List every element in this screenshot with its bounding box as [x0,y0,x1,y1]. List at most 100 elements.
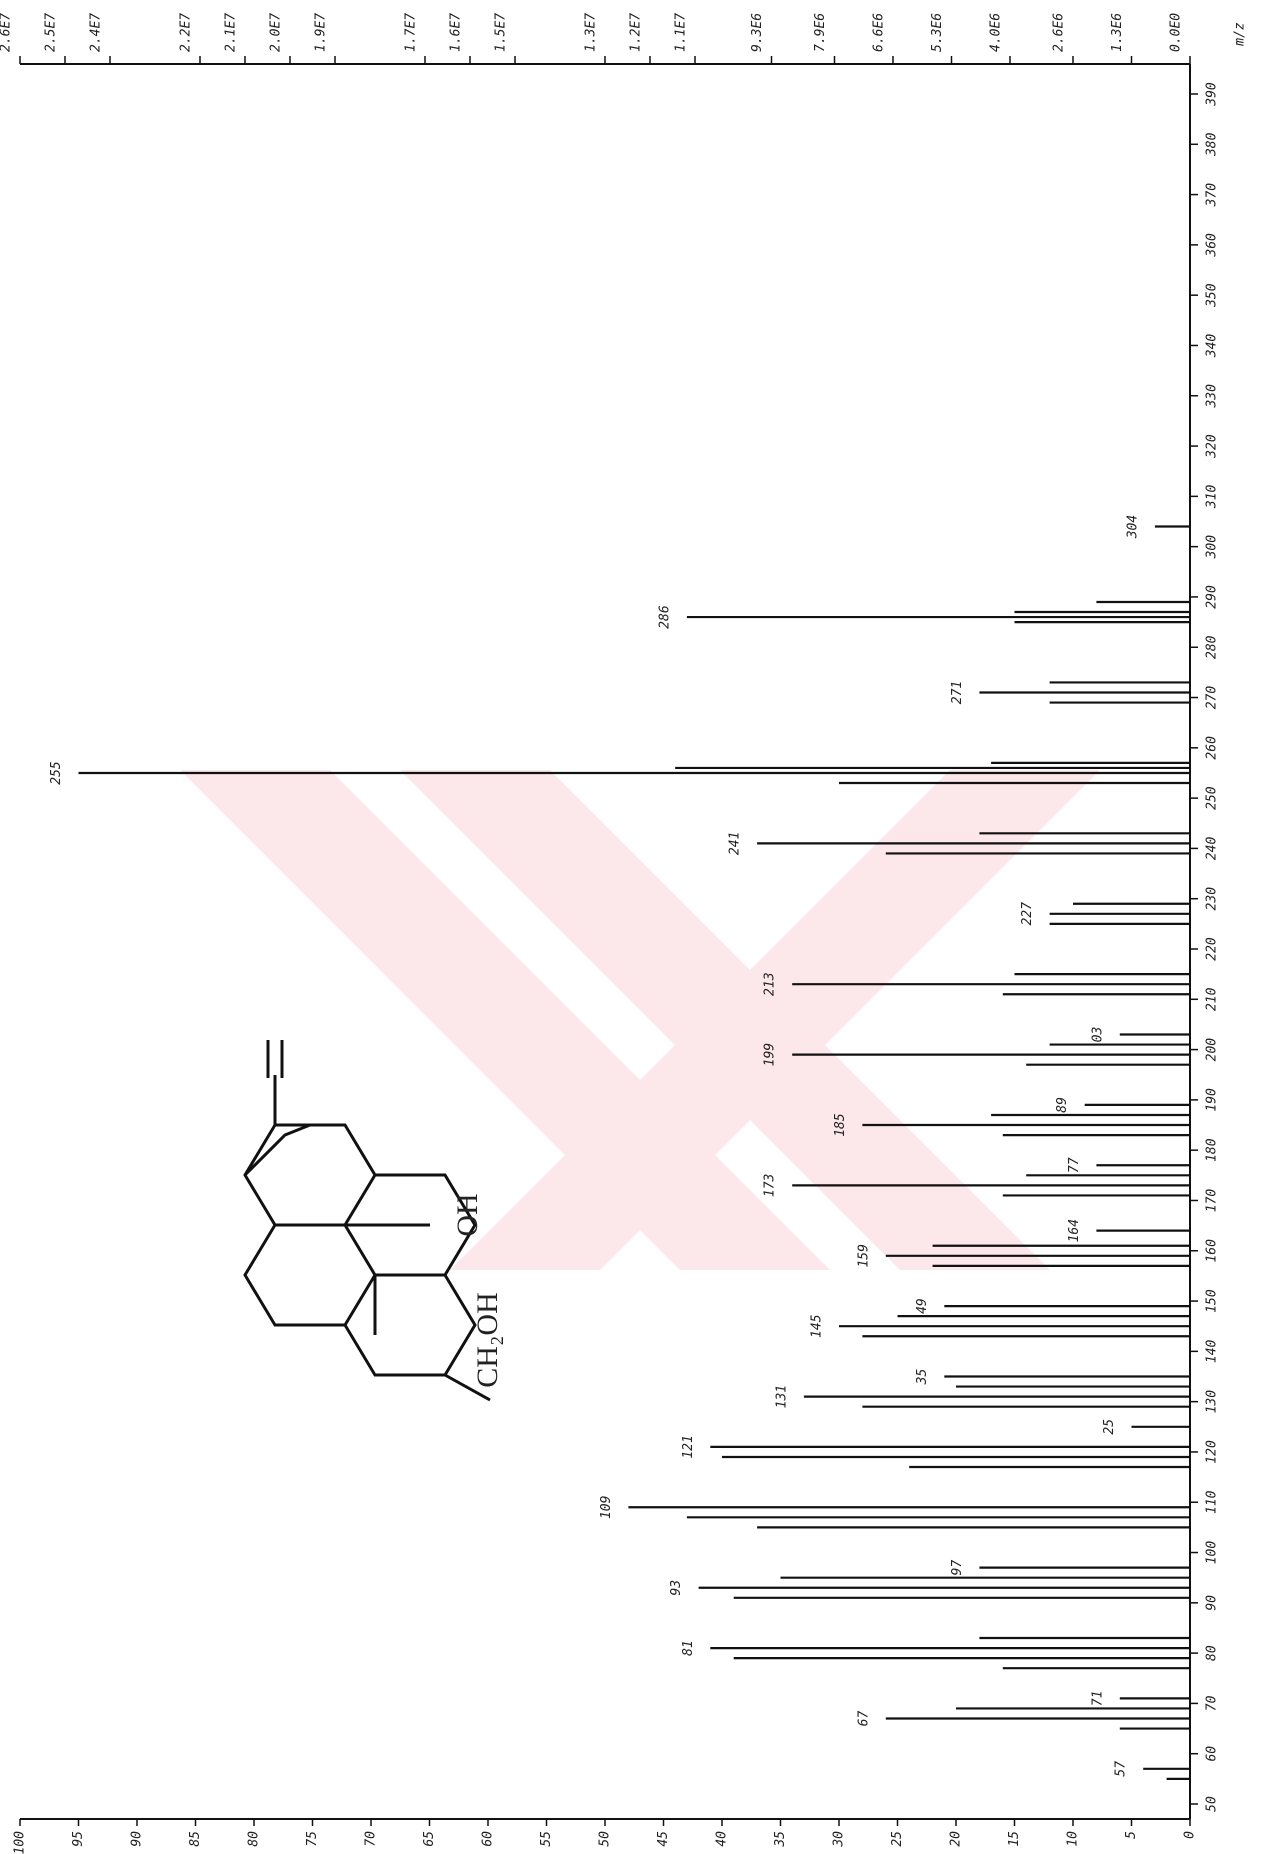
y2-tick-label: 1.6E7 [449,13,464,52]
x-tick-label: 100 [1205,1541,1220,1565]
y-tick-label: 80 [247,1831,262,1847]
x-tick-label: 350 [1205,283,1220,308]
peak-label: 227 [1020,902,1035,926]
y2-tick-label: 6.6E6 [872,13,887,52]
x-tick-label: 120 [1205,1440,1220,1464]
y-tick-label: 40 [715,1831,730,1847]
y2-tick-label: 1.3E6 [1110,13,1125,52]
structure-label: CH₂OH [471,1292,504,1387]
y-tick-label: 65 [422,1831,437,1847]
peak-label: 77 [1067,1157,1082,1173]
y-tick-label: 30 [832,1831,847,1848]
peak-label: 199 [763,1043,778,1066]
peak-label: 49 [915,1298,930,1314]
peak-label: 121 [681,1435,696,1458]
y2-tick-label: 2.1E7 [224,13,239,52]
y2-tick-label: 2.5E7 [44,13,59,52]
y2-tick-label: 2.6E6 [1052,13,1067,52]
x-tick-label: 50 [1205,1796,1220,1812]
peak-label: 255 [49,761,64,785]
x-tick-label: 240 [1205,837,1220,861]
peak-label: 97 [950,1560,965,1576]
y2-tick-label: 1.3E7 [584,13,599,52]
peak-label: 241 [728,832,743,855]
y2-tick-label: 2.6E7 [0,13,14,52]
x-tick-label: 260 [1205,736,1220,760]
x-axis-label: m/z [1233,22,1248,47]
y2-tick-label: 0.0E0 [1169,13,1184,52]
x-tick-label: 360 [1205,233,1220,258]
y2-tick-label: 1.9E7 [314,13,329,52]
x-tick-label: 330 [1205,384,1220,409]
y-tick-label: 100 [13,1831,28,1854]
x-tick-label: 220 [1205,937,1220,961]
y-tick-label: 60 [481,1831,496,1847]
watermark [180,770,1100,1270]
x-tick-label: 390 [1205,82,1220,107]
x-tick-label: 130 [1205,1390,1220,1414]
peak-label: 03 [1090,1027,1105,1043]
peak-label: 89 [1055,1097,1070,1113]
peak-label: 93 [669,1580,684,1596]
x-tick-label: 310 [1205,484,1220,509]
x-tick-label: 370 [1205,183,1220,208]
x-tick-label: 70 [1205,1695,1220,1711]
x-tick-label: 380 [1205,132,1220,157]
y2-tick-label: 5.3E6 [930,13,945,52]
x-tick-label: 60 [1205,1746,1220,1762]
x-tick-label: 320 [1205,434,1220,459]
x-tick-label: 300 [1205,535,1220,560]
y-tick-label: 95 [71,1831,86,1847]
peak-label: 67 [856,1711,871,1727]
y2-tick-label: 1.1E7 [674,13,689,52]
peak-label: 213 [763,972,778,995]
y2-tick-label: 2.2E7 [179,13,194,52]
peak-label: 145 [810,1314,825,1338]
peak-label: 131 [774,1385,789,1408]
y2-tick-label: 4.0E6 [989,13,1004,52]
plot: m/z 506070809010011012013014015016017018… [0,13,1248,1854]
peak-label: 286 [657,605,672,629]
y2-tick-label: 9.3E6 [750,13,765,52]
peak-label: 164 [1067,1219,1082,1242]
y-tick-label: 0 [1183,1831,1198,1839]
x-tick-label: 210 [1205,987,1220,1011]
y-tick-label: 5 [1124,1831,1139,1839]
x-tick-label: 200 [1205,1038,1220,1062]
y2-tick-label: 2.4E7 [89,13,104,52]
x-tick-label: 340 [1205,334,1220,359]
y-tick-label: 45 [656,1831,671,1847]
y2-tick-label: 1.2E7 [629,13,644,52]
peak-label: 185 [833,1113,848,1137]
x-tick-label: 140 [1205,1339,1220,1363]
y-tick-label: 75 [305,1831,320,1847]
x-tick-label: 150 [1205,1289,1220,1313]
x-tick-label: 230 [1205,887,1220,911]
peak-label: 57 [1114,1761,1129,1777]
y-tick-label: 50 [598,1831,613,1847]
peak-label: 109 [599,1496,614,1519]
y-tick-label: 10 [1066,1831,1081,1847]
peak-label: 159 [856,1244,871,1267]
peak-label: 71 [1090,1691,1105,1707]
y-tick-label: 20 [949,1831,964,1847]
x-tick-label: 90 [1205,1595,1220,1611]
x-tick-label: 290 [1205,585,1220,609]
y-tick-label: 85 [188,1831,203,1847]
x-tick-label: 280 [1205,635,1220,659]
y2-tick-label: 2.0E7 [269,13,284,52]
peak-label: 81 [681,1640,696,1656]
x-tick-label: 270 [1205,686,1220,710]
x-tick-label: 110 [1205,1490,1220,1514]
y-tick-label: 55 [539,1831,554,1847]
structure [243,1040,491,1402]
x-tick-label: 250 [1205,786,1220,810]
peak-label: 35 [915,1369,930,1386]
y-tick-label: 15 [1007,1831,1022,1847]
y2-tick-label: 1.7E7 [404,13,419,52]
x-tick-label: 170 [1205,1189,1220,1213]
x-tick-label: 80 [1205,1645,1220,1661]
y-tick-label: 35 [773,1831,788,1848]
